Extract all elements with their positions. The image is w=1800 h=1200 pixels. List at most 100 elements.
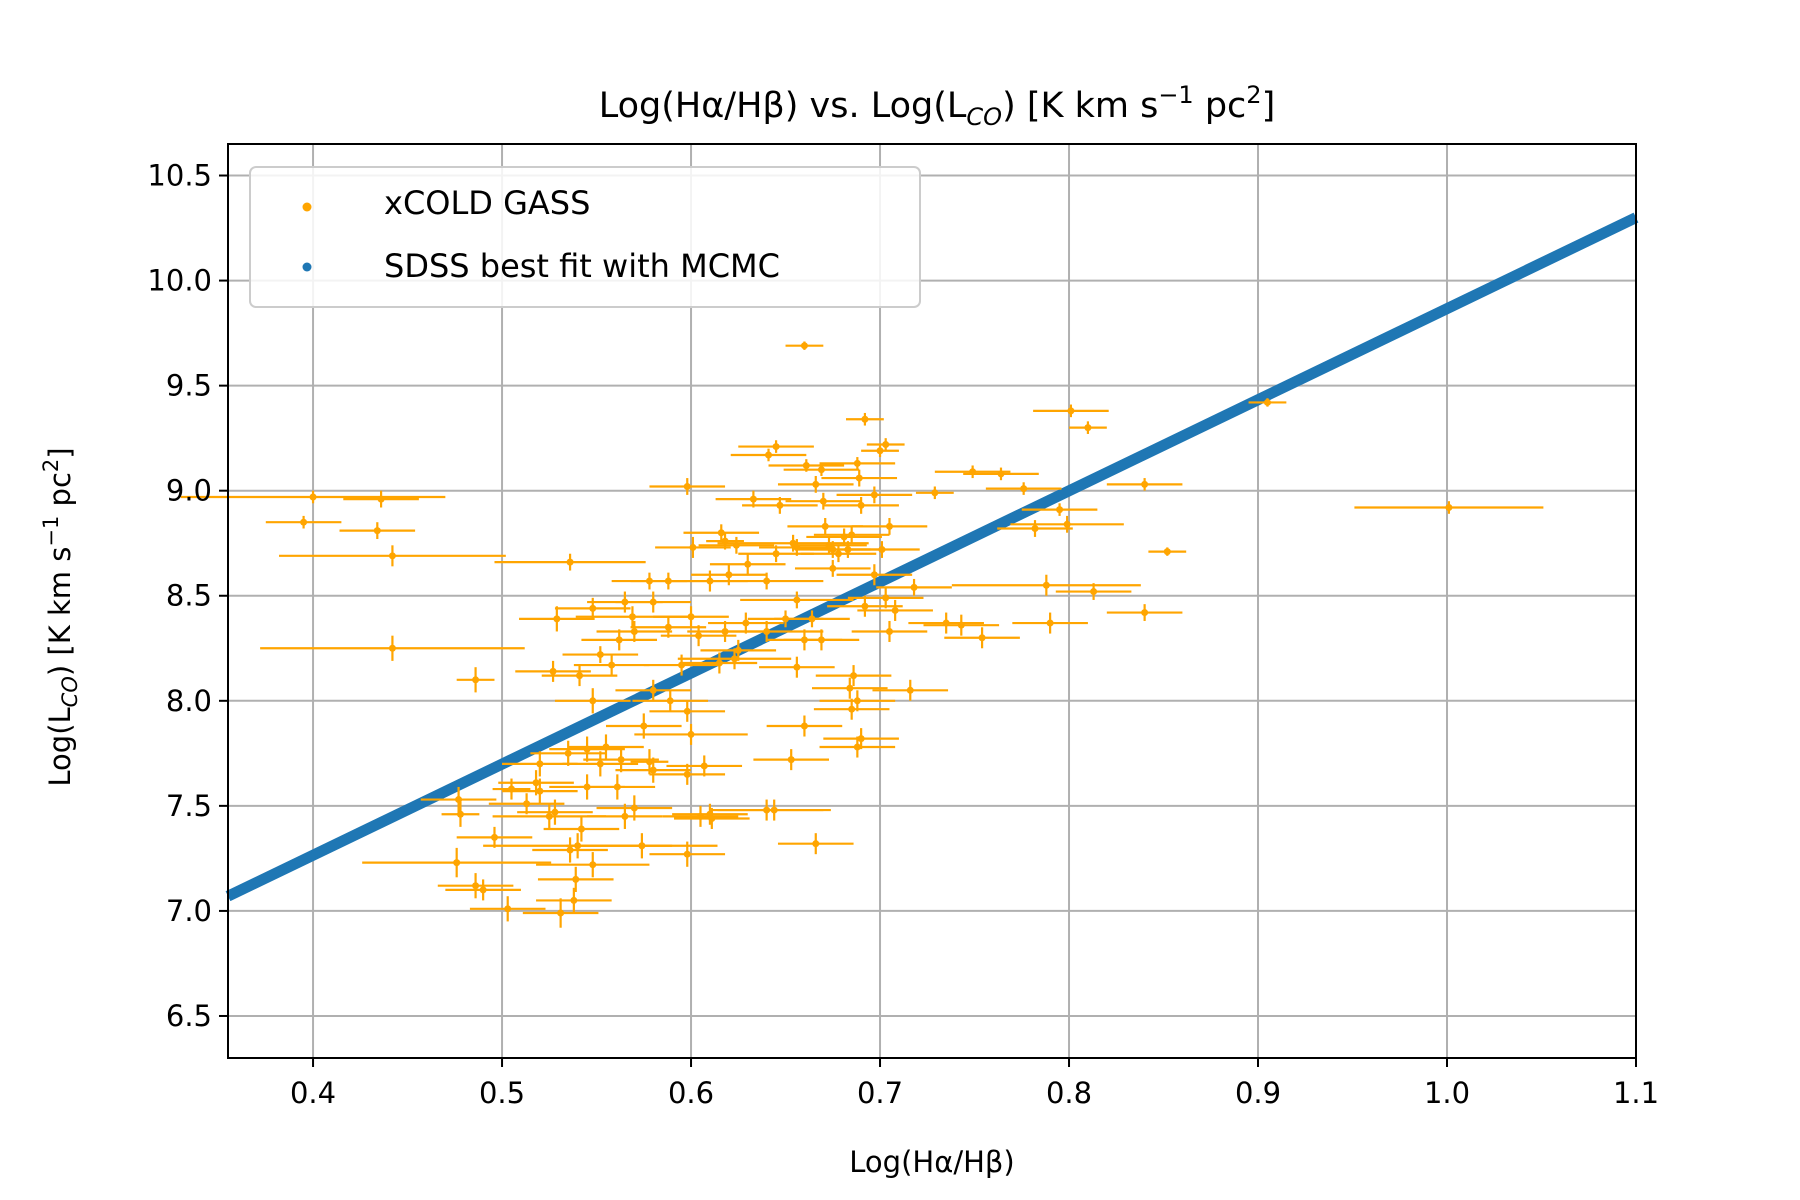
- xcold-gass-point: [573, 654, 650, 676]
- point-marker: [1031, 525, 1039, 533]
- xcold-gass-point: [811, 677, 888, 699]
- point-marker: [649, 686, 657, 694]
- point-marker: [630, 804, 638, 812]
- xcold-gass-point: [634, 723, 748, 745]
- y-tick-label: 7.5: [166, 789, 212, 823]
- point-marker: [472, 676, 480, 684]
- point-marker: [1046, 619, 1054, 627]
- chart-title: Log(Hα/Hβ) vs. Log(LCO) [K km s−1 pc2]: [599, 81, 1275, 131]
- xcold-gass-point: [708, 612, 784, 634]
- point-marker: [910, 583, 918, 591]
- xcold-gass-point: [813, 526, 890, 544]
- best-fit-line: [225, 212, 1639, 902]
- y-tick-label: 10.5: [147, 159, 212, 193]
- point-marker: [640, 722, 648, 730]
- legend-label-xcold-gass: xCOLD GASS: [384, 184, 590, 222]
- xcold-gass-point: [541, 665, 618, 687]
- xcold-gass-point: [437, 873, 514, 899]
- point-marker: [793, 596, 801, 604]
- xcold-gass-point: [441, 801, 480, 827]
- xcold-gass-point: [851, 620, 928, 642]
- xcold-gass-point: [655, 536, 731, 558]
- point-marker: [523, 800, 531, 808]
- y-tick-label: 7.0: [166, 894, 212, 928]
- point-marker: [817, 636, 825, 644]
- point-marker: [666, 697, 674, 705]
- point-marker: [812, 840, 820, 848]
- point-marker: [1084, 424, 1092, 432]
- point-marker: [536, 760, 544, 768]
- xcold-gass-point: [1148, 547, 1187, 556]
- xcold-gass-point: [730, 448, 807, 462]
- point-marker: [566, 846, 574, 854]
- y-tick-label: 9.0: [166, 474, 212, 508]
- point-marker: [787, 756, 795, 764]
- xcold-gass-point: [866, 438, 905, 451]
- point-marker: [456, 810, 464, 818]
- point-marker: [602, 743, 610, 751]
- point-marker: [878, 546, 886, 554]
- xcold-gass-point: [821, 469, 898, 487]
- point-marker: [576, 672, 584, 680]
- point-marker: [749, 495, 757, 503]
- xcold-gass-point: [343, 490, 419, 508]
- point-marker: [373, 527, 381, 535]
- xcold-gass-point: [488, 793, 565, 815]
- xcold-gass-point: [777, 475, 854, 493]
- point-marker: [545, 812, 553, 820]
- point-marker: [800, 722, 808, 730]
- xcold-gass-point: [615, 679, 692, 701]
- point-marker: [695, 632, 703, 640]
- point-marker: [649, 766, 657, 774]
- point-marker: [742, 619, 750, 627]
- point-marker: [309, 493, 317, 501]
- xcold-gass-point: [951, 574, 1141, 596]
- xcold-gass-point: [498, 770, 574, 796]
- x-tick-label: 1.0: [1424, 1076, 1470, 1110]
- xcold-gass-point: [649, 763, 726, 785]
- xcold-gass-point: [876, 578, 952, 596]
- xcold-gass-point: [819, 736, 896, 758]
- point-marker: [793, 663, 801, 671]
- point-marker: [617, 756, 625, 764]
- point-marker: [885, 627, 893, 635]
- xcold-gass-point: [1354, 501, 1544, 514]
- data-layer: [180, 212, 1639, 928]
- x-tick-label: 0.8: [1046, 1076, 1092, 1110]
- xcold-gass-point: [700, 639, 777, 661]
- xcold-gass-point: [543, 816, 620, 842]
- point-marker: [857, 735, 865, 743]
- xcold-gass-point: [766, 715, 843, 737]
- legend-marker-sdss-fit: [302, 262, 312, 272]
- xcold-gass-point: [554, 597, 631, 619]
- xcold-gass-point: [260, 635, 525, 661]
- point-marker: [870, 491, 878, 499]
- legend-label-sdss-fit: SDSS best fit with MCMC: [384, 247, 780, 285]
- xcold-gass-point: [522, 898, 599, 928]
- point-marker: [683, 770, 691, 778]
- point-marker: [1090, 588, 1098, 596]
- xcold-gass-point: [1106, 604, 1183, 621]
- x-tick-label: 0.9: [1235, 1076, 1281, 1110]
- point-marker: [800, 342, 808, 350]
- xcold-gass-point: [847, 587, 924, 609]
- point-marker: [553, 615, 561, 623]
- xcold-gass-point: [997, 520, 1073, 537]
- point-marker: [683, 707, 691, 715]
- y-tick-label: 10.0: [147, 264, 212, 298]
- point-marker: [885, 522, 893, 530]
- xcold-gass-point: [819, 457, 896, 470]
- xcold-gass-point: [747, 610, 824, 628]
- point-marker: [829, 564, 837, 572]
- xcold-gass-point: [666, 755, 743, 777]
- xcold-gass-point: [738, 440, 814, 453]
- point-marker: [876, 447, 884, 455]
- point-marker: [596, 651, 604, 659]
- point-marker: [763, 577, 771, 585]
- y-tick-label: 9.5: [166, 369, 212, 403]
- point-marker: [861, 415, 869, 423]
- point-marker: [882, 594, 890, 602]
- xcold-gass-point: [581, 629, 658, 651]
- point-marker: [906, 686, 914, 694]
- xcold-gass-point: [596, 795, 673, 821]
